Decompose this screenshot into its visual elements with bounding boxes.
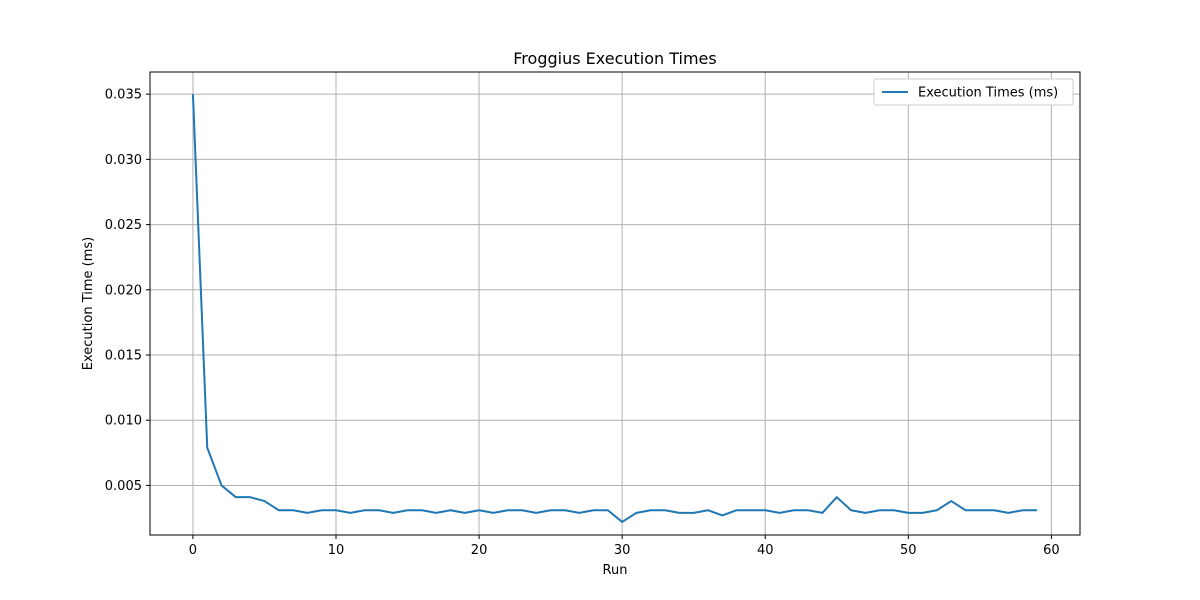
axis-ticks: 0 10 20 30 40 50 60 0.005 0.010 0.015 0.020 0.025 0.… xyxy=(105,88,1060,558)
data-point xyxy=(934,507,940,513)
data-point xyxy=(977,507,983,513)
data-point xyxy=(605,507,611,513)
x-tick-label: 0 xyxy=(189,543,197,558)
data-point xyxy=(1034,507,1040,513)
x-axis-label: Run xyxy=(603,563,628,578)
x-tick-label: 20 xyxy=(471,543,488,558)
data-point xyxy=(991,507,997,513)
series-layer xyxy=(190,91,1040,525)
data-point xyxy=(691,510,697,516)
data-point xyxy=(1020,507,1026,513)
data-point xyxy=(490,510,496,516)
chart-title: Froggius Execution Times xyxy=(513,49,716,68)
series-line-0 xyxy=(191,94,1038,523)
data-point xyxy=(862,510,868,516)
data-point xyxy=(948,498,954,504)
data-point xyxy=(476,507,482,513)
data-point xyxy=(591,507,597,513)
data-point xyxy=(261,498,267,504)
y-tick-label: 0.025 xyxy=(105,218,142,233)
data-point xyxy=(247,494,253,500)
data-point xyxy=(304,510,310,516)
data-point xyxy=(219,482,225,488)
data-point xyxy=(433,510,439,516)
data-point xyxy=(719,512,725,518)
data-point xyxy=(204,445,210,451)
data-point xyxy=(347,510,353,516)
y-tick-label: 0.020 xyxy=(105,283,142,298)
data-point xyxy=(777,510,783,516)
data-point xyxy=(548,507,554,513)
data-point xyxy=(376,507,382,513)
x-tick-label: 40 xyxy=(757,543,774,558)
data-point xyxy=(633,510,639,516)
data-point xyxy=(705,507,711,513)
y-tick-label: 0.010 xyxy=(105,414,142,429)
data-point xyxy=(748,507,754,513)
x-tick-label: 10 xyxy=(328,543,345,558)
data-point xyxy=(662,507,668,513)
data-point xyxy=(891,507,897,513)
data-point xyxy=(963,507,969,513)
data-point xyxy=(791,507,797,513)
data-point xyxy=(290,507,296,513)
legend: Execution Times (ms) xyxy=(873,78,1074,106)
data-point xyxy=(877,507,883,513)
data-point xyxy=(905,510,911,516)
data-point xyxy=(362,507,368,513)
data-point xyxy=(447,507,453,513)
data-point xyxy=(619,519,625,525)
data-point xyxy=(519,507,525,513)
y-tick-label: 0.015 xyxy=(105,349,142,364)
data-point xyxy=(419,507,425,513)
data-point xyxy=(920,510,926,516)
data-point xyxy=(190,91,196,97)
data-point xyxy=(333,507,339,513)
data-point xyxy=(648,507,654,513)
data-point xyxy=(276,507,282,513)
data-point xyxy=(505,507,511,513)
data-point xyxy=(819,510,825,516)
y-tick-label: 0.030 xyxy=(105,153,142,168)
data-point xyxy=(462,510,468,516)
x-tick-label: 30 xyxy=(614,543,631,558)
y-axis-label: Execution Time (ms) xyxy=(81,237,96,370)
x-tick-label: 60 xyxy=(1043,543,1060,558)
x-tick-label: 50 xyxy=(900,543,917,558)
data-point xyxy=(1005,510,1011,516)
data-point xyxy=(576,510,582,516)
data-point xyxy=(319,507,325,513)
legend-box xyxy=(873,78,1074,106)
grid-lines xyxy=(150,72,1080,535)
data-point xyxy=(848,507,854,513)
legend-label: Execution Times (ms) xyxy=(918,86,1058,101)
data-point xyxy=(734,507,740,513)
y-tick-label: 0.005 xyxy=(105,479,142,494)
y-tick-label: 0.035 xyxy=(105,88,142,103)
data-point xyxy=(834,494,840,500)
data-point xyxy=(233,494,239,500)
data-point xyxy=(390,510,396,516)
data-point xyxy=(533,510,539,516)
plot-area-frame xyxy=(149,71,1081,536)
data-point xyxy=(805,507,811,513)
data-point xyxy=(762,507,768,513)
data-point xyxy=(676,510,682,516)
data-point xyxy=(562,507,568,513)
data-point xyxy=(405,507,411,513)
